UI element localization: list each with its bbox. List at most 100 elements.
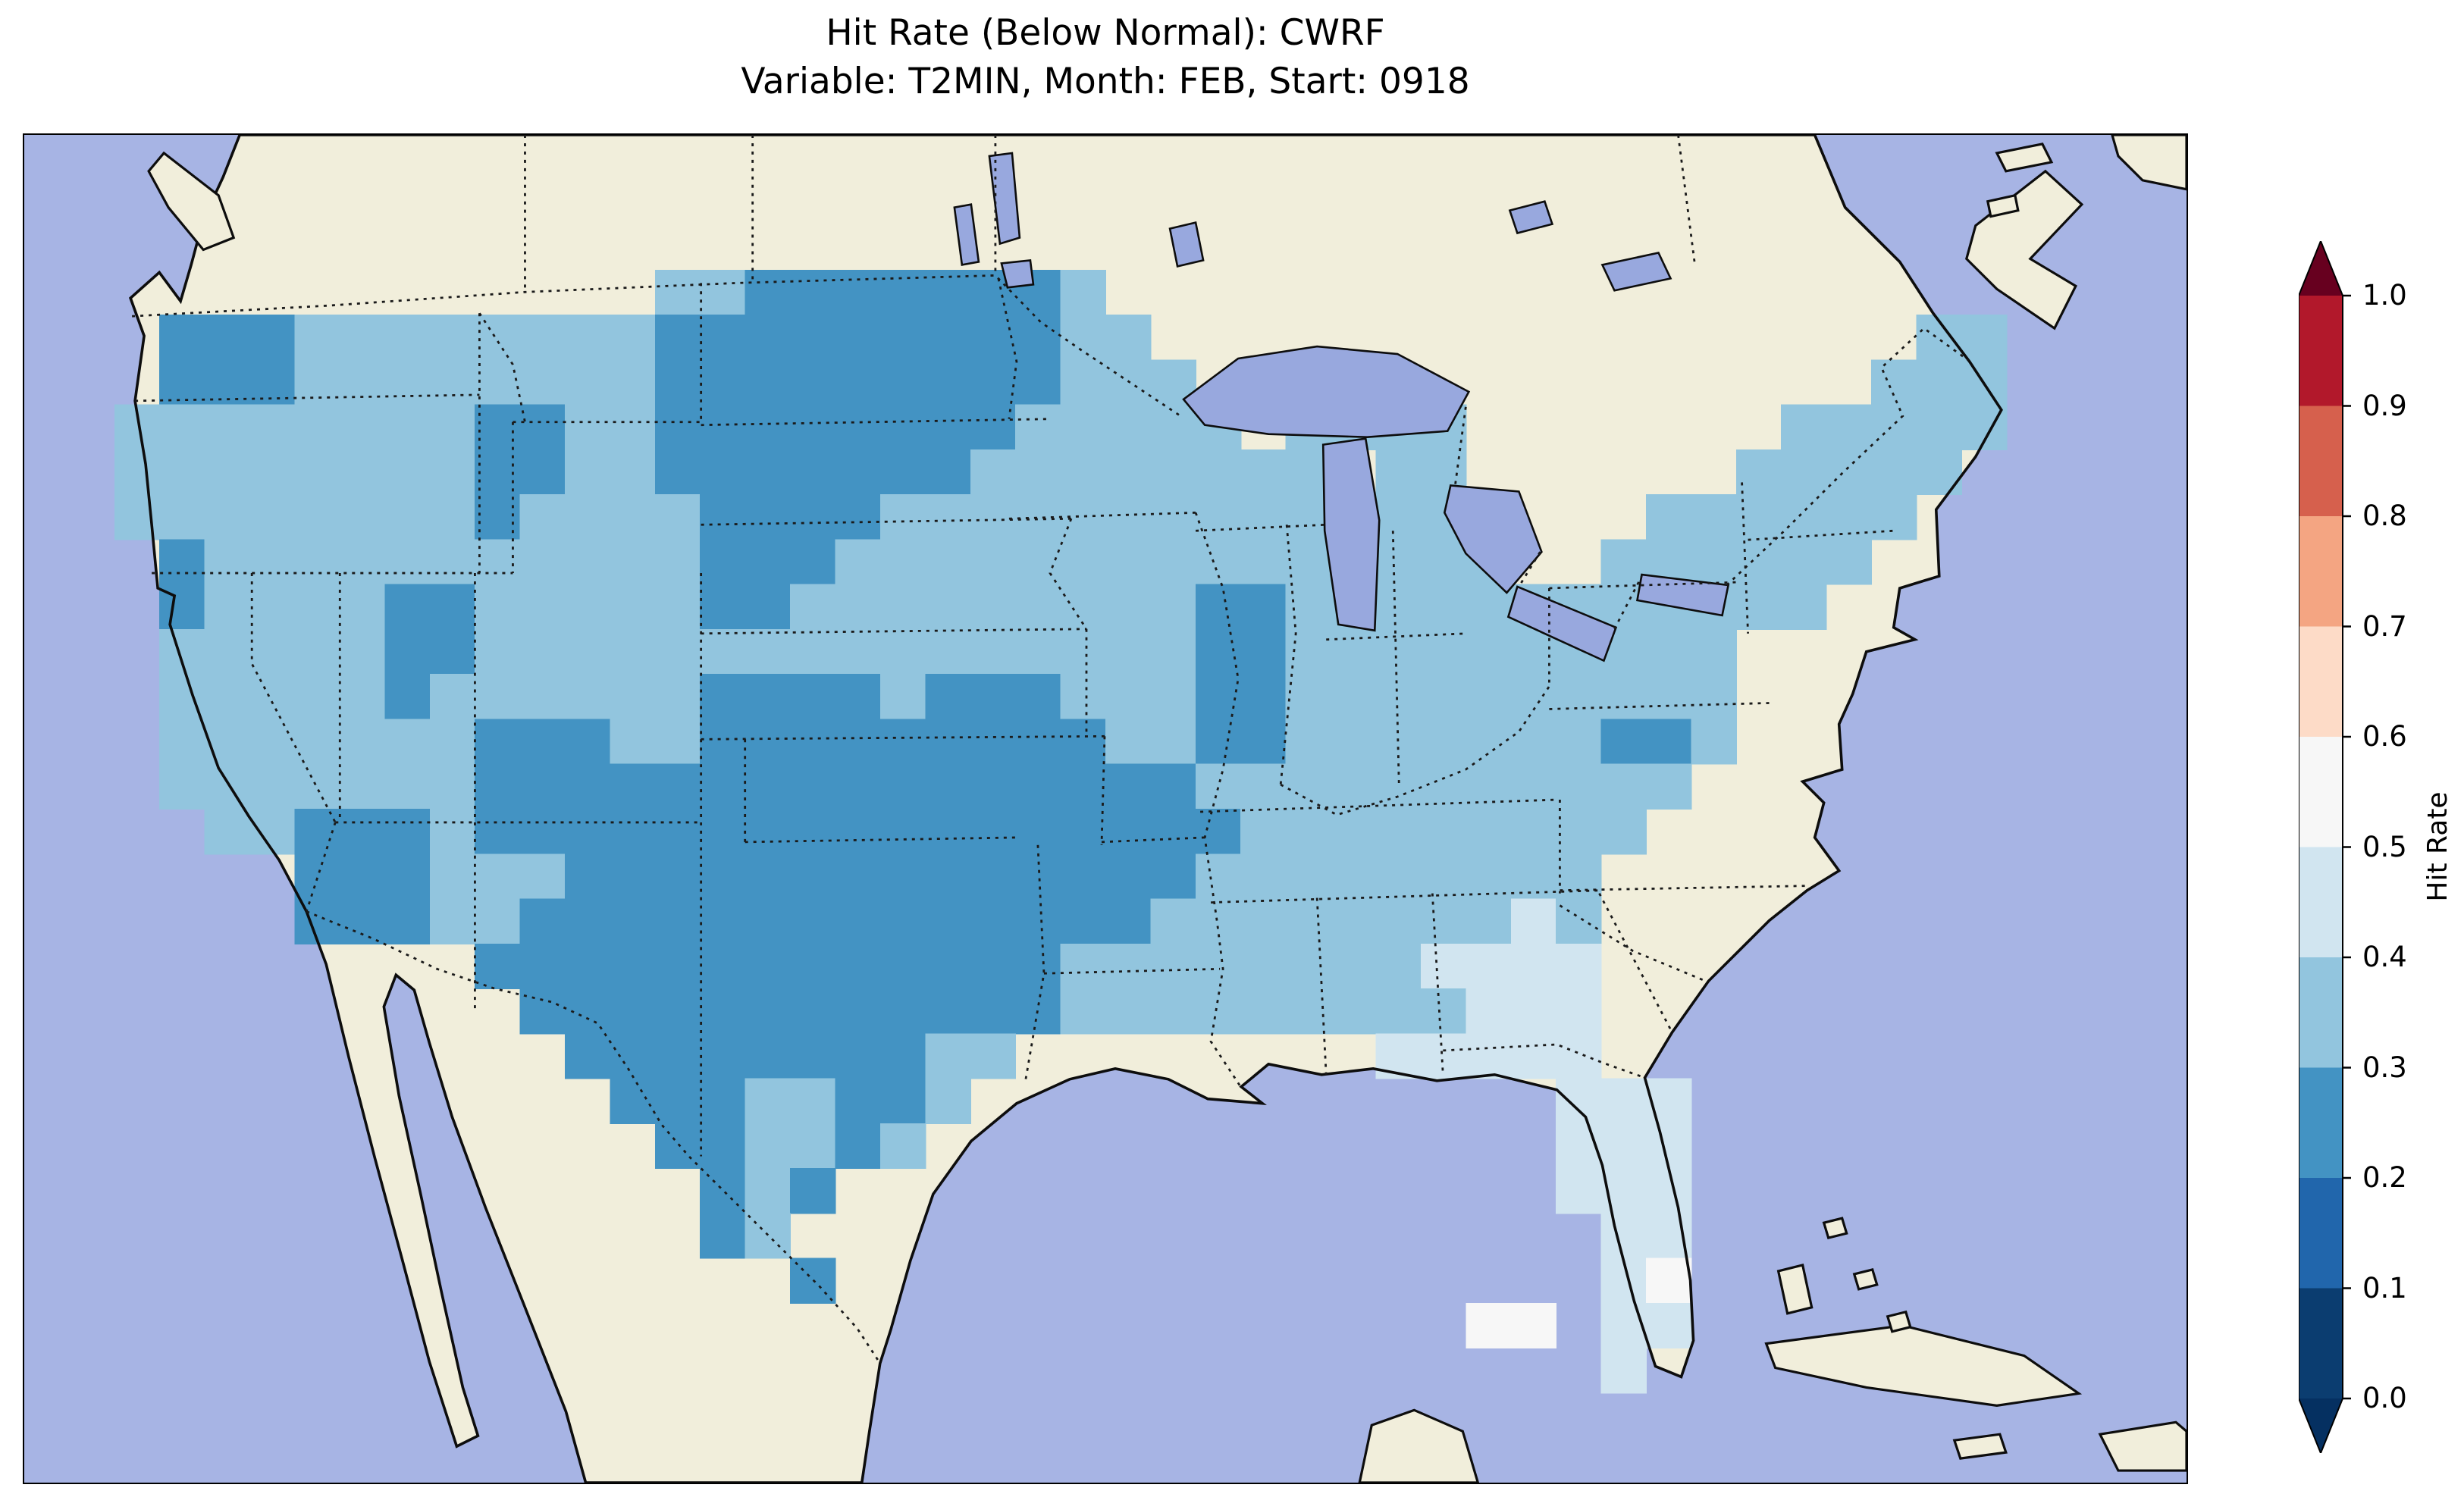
hit-rate-cell — [835, 809, 881, 855]
hit-rate-cell — [1015, 719, 1061, 765]
hit-rate-cell — [204, 719, 251, 765]
hit-rate-cell — [384, 628, 431, 675]
hit-rate-cell — [1510, 988, 1557, 1035]
hit-rate-cell — [879, 539, 926, 585]
hit-rate-cell — [475, 763, 521, 810]
hit-rate-cell — [654, 449, 701, 496]
hit-rate-cell — [1105, 898, 1152, 944]
hit-rate-cell — [1150, 853, 1196, 900]
hit-rate-cell — [1060, 449, 1107, 496]
hit-rate-cell — [1195, 943, 1242, 990]
hit-rate-cell — [925, 584, 971, 630]
hit-rate-cell — [1826, 449, 1873, 496]
hit-rate-cell — [1195, 584, 1242, 630]
hit-rate-cell — [1195, 809, 1242, 855]
hit-rate-cell — [249, 449, 296, 496]
andros-island — [1776, 1264, 1814, 1315]
hit-rate-cell — [700, 404, 746, 450]
hit-rate-cell — [1240, 584, 1287, 630]
hit-rate-cell — [790, 988, 836, 1035]
hit-rate-cell — [339, 674, 386, 720]
state-border — [745, 836, 1018, 844]
hit-rate-cell — [249, 404, 296, 450]
hit-rate-cell — [249, 539, 296, 585]
hit-rate-cell — [1105, 809, 1152, 855]
hit-rate-cell — [1285, 809, 1332, 855]
hit-rate-cell — [970, 628, 1017, 675]
hit-rate-cell — [1060, 988, 1107, 1035]
hit-rate-cell — [835, 539, 881, 585]
us-canada-border — [1726, 327, 1969, 587]
hit-rate-cell — [1285, 674, 1332, 720]
hit-rate-cell — [1240, 449, 1287, 496]
colorbar-tick-label: 0.5 — [2362, 830, 2407, 863]
hit-rate-cell — [1556, 719, 1602, 765]
hit-rate-cell — [339, 809, 386, 855]
hit-rate-cell — [925, 269, 971, 316]
hit-rate-cell — [384, 315, 431, 361]
hit-rate-cell — [565, 898, 611, 944]
hit-rate-cell — [1015, 539, 1061, 585]
colorbar-tick-label: 0.6 — [2362, 720, 2407, 753]
conus-map — [24, 135, 2187, 1483]
hit-rate-cell — [700, 674, 746, 720]
hit-rate-cell — [970, 404, 1017, 450]
hit-rate-cell — [835, 269, 881, 316]
coastline — [128, 135, 2003, 1483]
hit-rate-cell — [1195, 719, 1242, 765]
hit-rate-cell — [1510, 943, 1557, 990]
hit-rate-cell — [1331, 988, 1377, 1035]
hit-rate-cell — [654, 628, 701, 675]
colorbar — [2299, 241, 2351, 1453]
hit-rate-cell — [429, 494, 476, 540]
hit-rate-cell — [294, 359, 340, 406]
hit-rate-cell — [204, 539, 251, 585]
hit-rate-cell — [745, 943, 792, 990]
hit-rate-cell — [790, 943, 836, 990]
hit-rate-cell — [610, 719, 656, 765]
hit-rate-cell — [1916, 404, 1962, 450]
canadian-lake — [1508, 200, 1554, 235]
hit-rate-cell — [925, 494, 971, 540]
hit-rate-cell — [1105, 763, 1152, 810]
hit-rate-cell — [1285, 763, 1332, 810]
hit-rate-cell — [159, 628, 205, 675]
hit-rate-cell — [1105, 404, 1152, 450]
hit-rate-cell — [835, 719, 881, 765]
hit-rate-cell — [925, 628, 971, 675]
hit-rate-cell — [1331, 674, 1377, 720]
hit-rate-cell — [1150, 539, 1196, 585]
hit-rate-cell — [745, 449, 792, 496]
hit-rate-cell — [429, 449, 476, 496]
hit-rate-cell — [339, 584, 386, 630]
hit-rate-cell — [1240, 494, 1287, 540]
hit-rate-cell — [654, 494, 701, 540]
hit-rate-cell — [475, 315, 521, 361]
state-border — [1008, 511, 1196, 520]
hit-rate-cell — [1916, 359, 1962, 406]
hit-rate-cell — [204, 359, 251, 406]
hit-rate-cell — [790, 898, 836, 944]
hit-rate-cell — [1195, 898, 1242, 944]
hit-rate-cell — [1195, 988, 1242, 1035]
hit-rate-cell — [1195, 449, 1242, 496]
hit-rate-cell — [610, 763, 656, 810]
hit-rate-cell — [925, 988, 971, 1035]
hit-rate-cell — [565, 943, 611, 990]
hit-rate-cell — [745, 359, 792, 406]
hit-rate-cell — [1646, 763, 1692, 810]
hit-rate-cell — [429, 404, 476, 450]
hit-rate-cell — [790, 404, 836, 450]
hit-rate-cell — [700, 1123, 746, 1170]
hit-rate-cell — [970, 674, 1017, 720]
hit-rate-cell — [835, 1078, 881, 1124]
hit-rate-cell — [249, 359, 296, 406]
hit-rate-cell — [249, 719, 296, 765]
hit-rate-cell — [565, 494, 611, 540]
hit-rate-cell — [1150, 943, 1196, 990]
hit-rate-cell — [879, 943, 926, 990]
hit-rate-cell — [1195, 763, 1242, 810]
hit-rate-cell — [879, 494, 926, 540]
hit-rate-cell — [204, 674, 251, 720]
state-border — [1391, 531, 1400, 785]
